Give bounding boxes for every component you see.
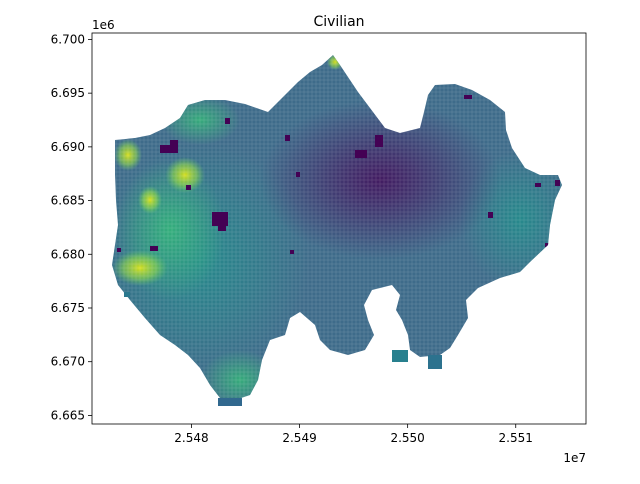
- x-tick-label: 2.550: [390, 431, 424, 445]
- x-tick-label: 2.548: [174, 431, 208, 445]
- y-tick-label: 6.700: [51, 32, 85, 46]
- chart-title: Civilian: [313, 14, 364, 30]
- y-tick-label: 6.690: [51, 140, 85, 154]
- x-tick-label: 2.549: [282, 431, 316, 445]
- y-axis: 6.665 6.670 6.675 6.680 6.685 6.690 6.695 6.700: [51, 32, 92, 422]
- y-offset-label: 1e6: [92, 18, 115, 32]
- x-tick-label: 2.551: [499, 431, 533, 445]
- map-region: [112, 55, 562, 400]
- y-tick-label: 6.680: [51, 247, 85, 261]
- y-tick-label: 6.695: [51, 86, 85, 100]
- y-tick-label: 6.685: [51, 194, 85, 208]
- y-tick-label: 6.665: [51, 408, 85, 422]
- x-axis: 2.548 2.549 2.550 2.551: [174, 424, 533, 445]
- y-tick-label: 6.675: [51, 301, 85, 315]
- outlier-cells: [117, 95, 560, 254]
- plot-frame: [91, 32, 587, 425]
- y-tick-label: 6.670: [51, 355, 85, 369]
- x-offset-label: 1e7: [563, 451, 586, 465]
- detached-patches: [124, 292, 442, 406]
